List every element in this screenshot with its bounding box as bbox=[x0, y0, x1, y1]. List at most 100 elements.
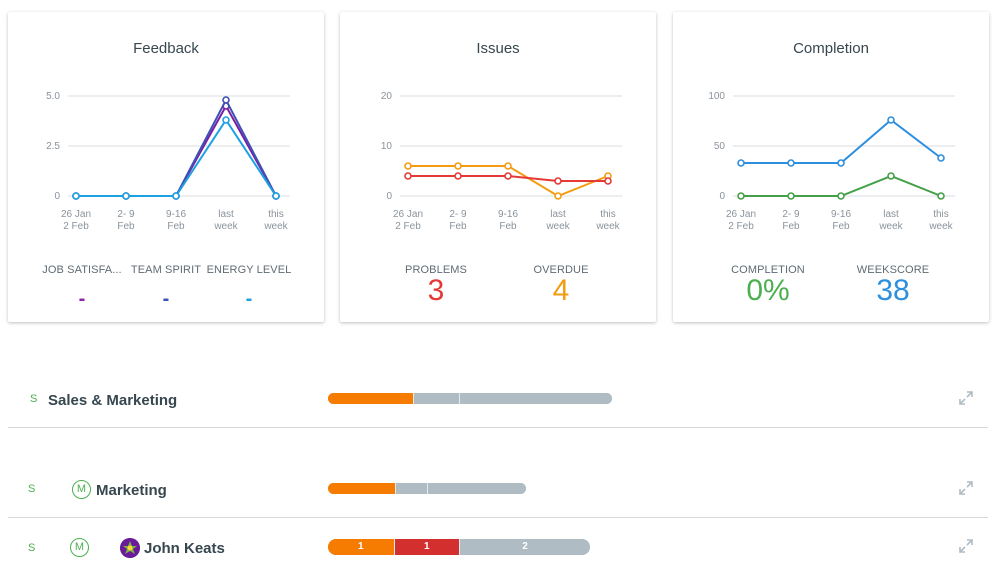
data-point[interactable] bbox=[837, 159, 845, 167]
data-point[interactable] bbox=[837, 192, 845, 200]
progress-segment: 1 bbox=[328, 539, 394, 555]
data-point[interactable] bbox=[787, 192, 795, 200]
data-point[interactable] bbox=[937, 154, 945, 162]
data-point[interactable] bbox=[222, 116, 230, 124]
completion-title: Completion bbox=[793, 40, 869, 57]
data-point[interactable] bbox=[604, 177, 612, 185]
expand-arrows-icon[interactable] bbox=[958, 390, 974, 406]
x-tick-label: 9-16 bbox=[498, 209, 518, 220]
data-point[interactable] bbox=[122, 192, 130, 200]
data-point[interactable] bbox=[404, 162, 412, 170]
user-avatar-icon bbox=[120, 538, 140, 558]
x-tick-label: last bbox=[218, 209, 234, 220]
completion-value: 0% bbox=[746, 274, 790, 307]
status-indicator: S bbox=[28, 542, 36, 554]
team-row-marketing[interactable]: S M Marketing bbox=[8, 470, 988, 516]
y-tick-label: 5.0 bbox=[46, 91, 60, 102]
job-satisfaction-label: JOB SATISFA... bbox=[42, 264, 122, 276]
manager-badge: M bbox=[70, 538, 89, 557]
overdue-value: 4 bbox=[552, 274, 570, 307]
row-divider bbox=[8, 517, 988, 518]
data-point[interactable] bbox=[172, 192, 180, 200]
progress-segment bbox=[426, 483, 526, 494]
data-point[interactable] bbox=[272, 192, 280, 200]
member-name[interactable]: John Keats bbox=[144, 540, 225, 557]
problems-label: PROBLEMS bbox=[405, 264, 467, 276]
data-point[interactable] bbox=[454, 172, 462, 180]
x-tick-label: last bbox=[550, 209, 566, 220]
x-tick-label: 26 Jan bbox=[61, 209, 91, 220]
x-tick-label: this bbox=[933, 209, 949, 220]
energy-level-label: ENERGY LEVEL bbox=[206, 264, 292, 276]
team-row-sales-marketing[interactable]: S Sales & Marketing bbox=[8, 380, 988, 426]
data-point[interactable] bbox=[787, 159, 795, 167]
data-point[interactable] bbox=[737, 192, 745, 200]
series-line bbox=[741, 118, 942, 164]
expand-arrows-icon[interactable] bbox=[958, 538, 974, 554]
progress-segment bbox=[413, 393, 459, 404]
data-point[interactable] bbox=[454, 162, 462, 170]
x-tick-label: week bbox=[213, 221, 238, 232]
progress-segment: 2 bbox=[459, 539, 590, 555]
feedback-card: Feedback 5.0 2.5 0 26 Jan 2 Feb 2- 9 Feb 9-16 Fe… bbox=[8, 12, 324, 322]
x-tick-label: Feb bbox=[117, 221, 135, 232]
expand-arrows-icon[interactable] bbox=[958, 480, 974, 496]
y-tick-label: 100 bbox=[708, 91, 725, 102]
data-point[interactable] bbox=[504, 162, 512, 170]
energy-level-value: - bbox=[245, 288, 253, 310]
problems-value: 3 bbox=[427, 274, 445, 307]
manager-badge: M bbox=[72, 480, 91, 499]
team-name[interactable]: Sales & Marketing bbox=[48, 392, 178, 409]
x-tick-label: 2 Feb bbox=[63, 221, 89, 232]
y-tick-label: 50 bbox=[714, 141, 726, 152]
x-tick-label: week bbox=[928, 221, 953, 232]
x-tick-label: week bbox=[878, 221, 903, 232]
y-tick-label: 10 bbox=[381, 141, 393, 152]
data-point[interactable] bbox=[222, 96, 230, 104]
data-point[interactable] bbox=[554, 192, 562, 200]
x-tick-label: Feb bbox=[782, 221, 800, 232]
progress-segment: 1 bbox=[393, 539, 459, 555]
weekscore-value: 38 bbox=[876, 274, 910, 307]
progress-segment bbox=[458, 393, 612, 404]
completion-label: COMPLETION bbox=[731, 264, 805, 276]
x-tick-label: this bbox=[600, 209, 616, 220]
x-tick-label: 26 Jan bbox=[726, 209, 756, 220]
progress-segment bbox=[395, 483, 427, 494]
progress-bar bbox=[328, 483, 526, 494]
data-point[interactable] bbox=[72, 192, 80, 200]
overdue-label: OVERDUE bbox=[533, 264, 589, 276]
y-tick-label: 0 bbox=[54, 191, 60, 202]
x-tick-label: 26 Jan bbox=[393, 209, 423, 220]
x-tick-label: Feb bbox=[167, 221, 185, 232]
team-name[interactable]: Marketing bbox=[96, 482, 167, 499]
data-point[interactable] bbox=[737, 159, 745, 167]
progress-bar bbox=[328, 393, 612, 404]
x-tick-label: 9-16 bbox=[166, 209, 186, 220]
x-tick-label: 2 Feb bbox=[728, 221, 754, 232]
data-point[interactable] bbox=[404, 172, 412, 180]
x-tick-label: 2- 9 bbox=[117, 209, 135, 220]
x-tick-label: 2- 9 bbox=[782, 209, 800, 220]
x-tick-label: last bbox=[883, 209, 899, 220]
x-tick-label: 9-16 bbox=[831, 209, 851, 220]
row-divider bbox=[8, 427, 988, 428]
series-line bbox=[76, 97, 277, 197]
team-spirit-label: TEAM SPIRIT bbox=[130, 264, 202, 276]
data-point[interactable] bbox=[887, 172, 895, 180]
data-point[interactable] bbox=[504, 172, 512, 180]
y-tick-label: 0 bbox=[719, 191, 725, 202]
status-indicator: S bbox=[28, 483, 36, 495]
x-tick-label: Feb bbox=[832, 221, 850, 232]
x-tick-label: Feb bbox=[449, 221, 467, 232]
data-point[interactable] bbox=[887, 116, 895, 124]
data-point[interactable] bbox=[937, 192, 945, 200]
y-tick-label: 2.5 bbox=[46, 141, 60, 152]
x-tick-label: week bbox=[545, 221, 570, 232]
team-spirit-value: - bbox=[162, 288, 170, 310]
data-point[interactable] bbox=[554, 177, 562, 185]
